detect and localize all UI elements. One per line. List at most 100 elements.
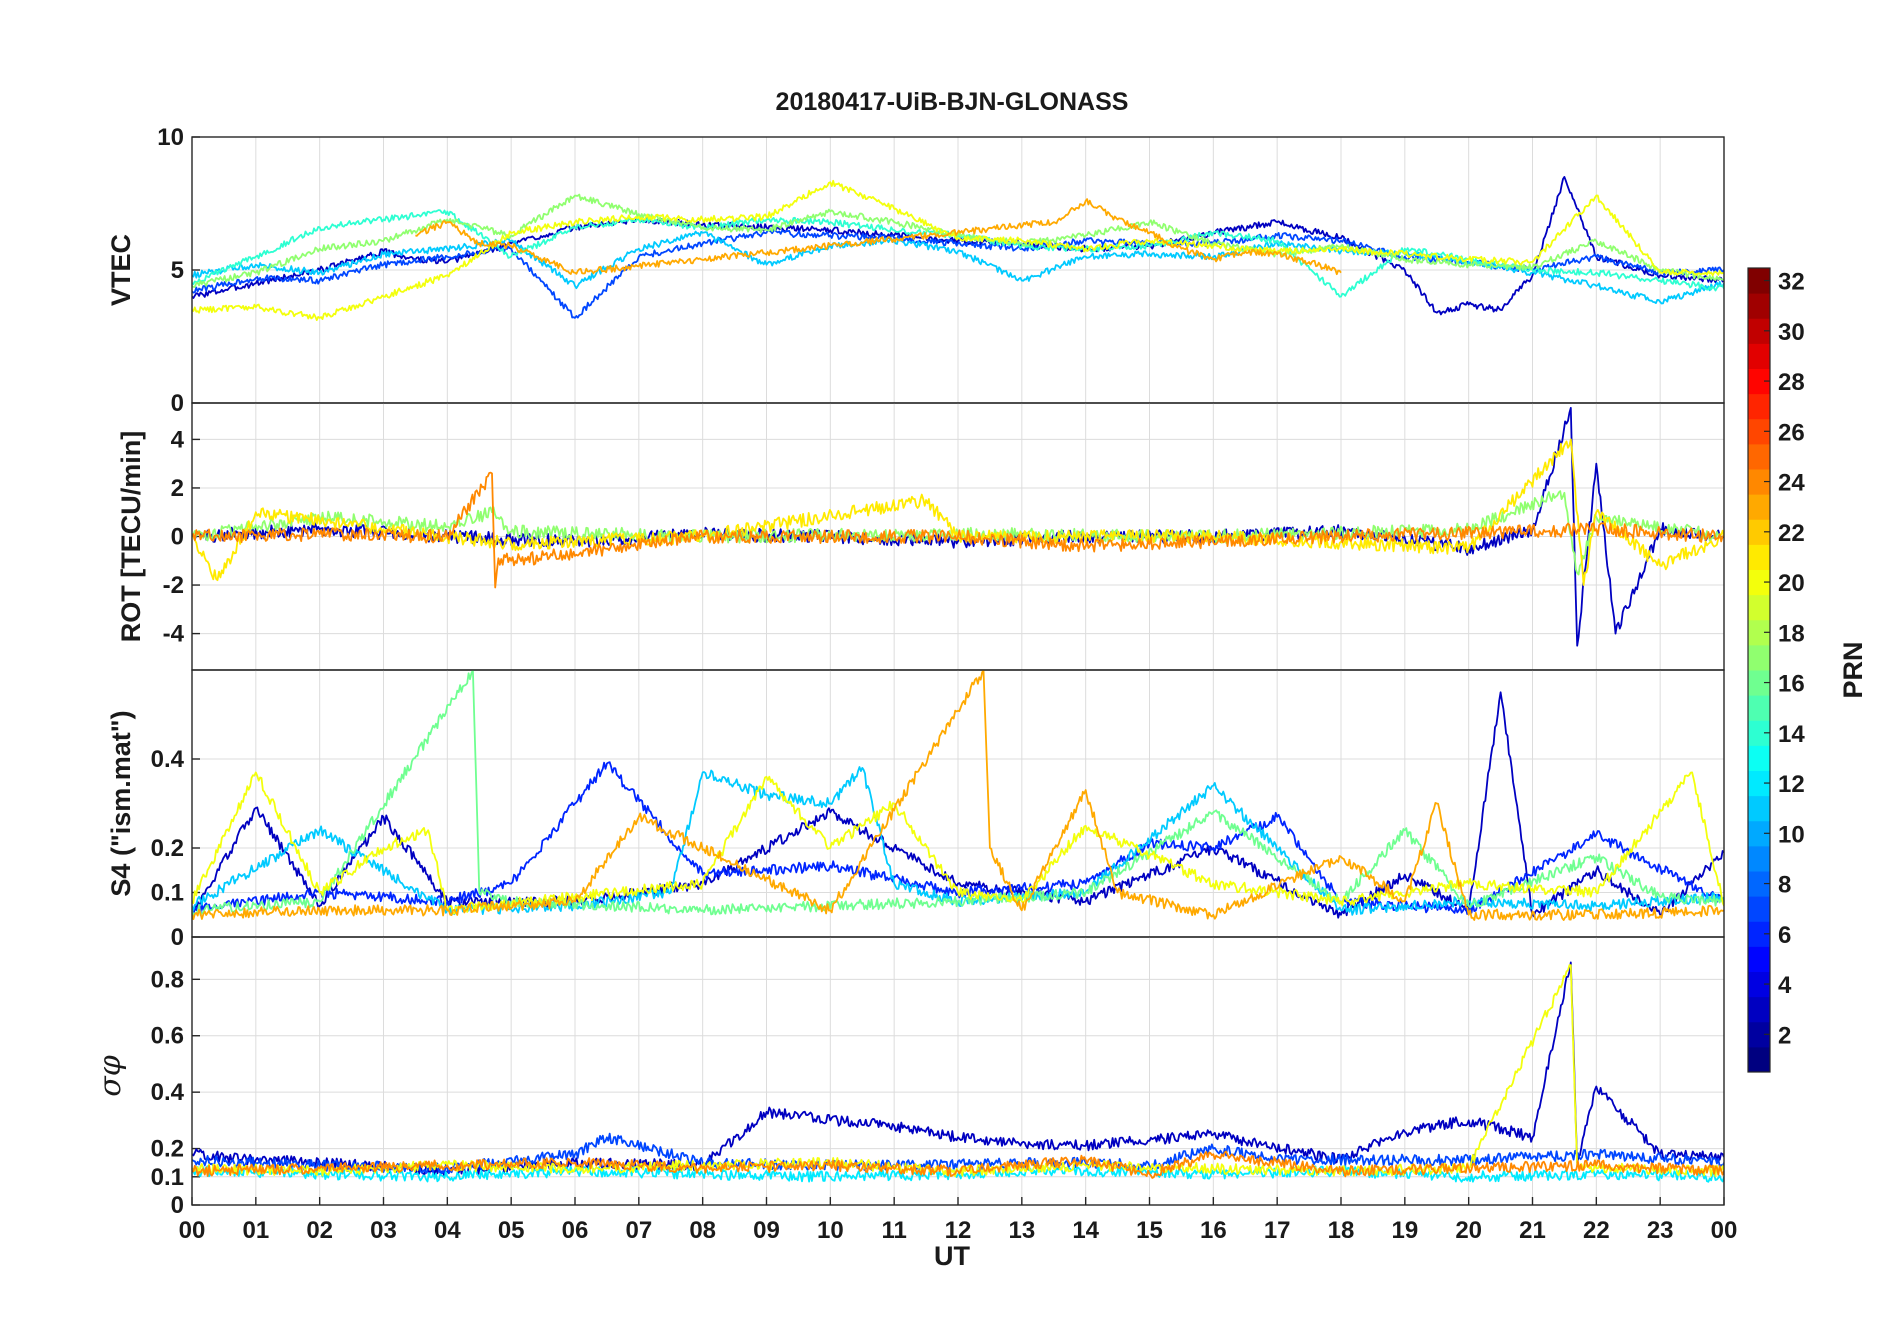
x-tick-label: 21 bbox=[1519, 1217, 1546, 1244]
colorbar-swatch bbox=[1748, 695, 1770, 721]
colorbar-swatch bbox=[1748, 469, 1770, 495]
colorbar-tick-label: 32 bbox=[1778, 269, 1805, 296]
colorbar-tick-label: 26 bbox=[1778, 419, 1805, 446]
x-axis-label: UT bbox=[934, 1241, 970, 1271]
colorbar-swatch bbox=[1748, 519, 1770, 545]
x-tick-label: 08 bbox=[689, 1217, 716, 1244]
colorbar-swatch bbox=[1748, 971, 1770, 998]
x-tick-label: 17 bbox=[1264, 1217, 1291, 1244]
colorbar-swatch bbox=[1748, 1046, 1770, 1073]
y-axis-label: VTEC bbox=[106, 234, 136, 306]
colorbar-swatch bbox=[1748, 1021, 1770, 1048]
x-tick-label: 13 bbox=[1008, 1217, 1035, 1244]
colorbar-tick-label: 28 bbox=[1778, 369, 1805, 396]
colorbar-frame bbox=[1747, 267, 1771, 1073]
colorbar-tick-label: 10 bbox=[1778, 821, 1805, 848]
x-tick-label: 09 bbox=[753, 1217, 780, 1244]
x-tick-label: 04 bbox=[434, 1217, 461, 1244]
colorbar-tick-label: 8 bbox=[1778, 872, 1791, 899]
colorbar-tick-label: 4 bbox=[1778, 972, 1792, 999]
y-tick-label: 0.1 bbox=[151, 1164, 184, 1191]
x-tick-label: 20 bbox=[1455, 1217, 1482, 1244]
panel-0: 0 5 10 VTEC bbox=[106, 124, 1725, 417]
series-group bbox=[192, 176, 1724, 321]
chart-title: 20180417-UiB-BJN-GLONASS bbox=[776, 88, 1129, 116]
x-tick-label: 12 bbox=[945, 1217, 972, 1244]
x-axis: 00 01 02 03 04 05 06 07 08 09 10 11 12 13 14 15 16 17 18 19… bbox=[179, 1197, 1737, 1244]
x-tick-label: 16 bbox=[1200, 1217, 1227, 1244]
y-axis-label: ROT [TECU/min] bbox=[116, 431, 146, 642]
series-line-prn-24 bbox=[192, 471, 1724, 589]
colorbar-tick-label: 20 bbox=[1778, 570, 1805, 597]
colorbar-swatch bbox=[1748, 820, 1770, 847]
series-line-prn-17 bbox=[192, 193, 1724, 288]
colorbar-swatch bbox=[1748, 293, 1770, 319]
colorbar-swatch bbox=[1748, 443, 1770, 470]
colorbar-swatch bbox=[1748, 343, 1770, 369]
x-tick-label: 00 bbox=[179, 1217, 206, 1244]
y-tick-label: 0.2 bbox=[151, 1136, 184, 1163]
series-line-prn-20 bbox=[192, 179, 1724, 321]
y-axis-label: S4 ("ism.mat") bbox=[106, 710, 136, 896]
colorbar-tick-label: 30 bbox=[1778, 319, 1805, 346]
colorbar-tick-label: 6 bbox=[1778, 922, 1791, 949]
series-group bbox=[192, 961, 1724, 1183]
x-tick-label: 07 bbox=[625, 1217, 652, 1244]
y-tick-label: 4 bbox=[171, 426, 185, 453]
y-tick-label: 0 bbox=[171, 1192, 184, 1219]
panel-2: 0 0.1 0.2 0.4 S4 ("ism.mat") bbox=[106, 669, 1725, 951]
colorbar-tick-label: 12 bbox=[1778, 771, 1805, 798]
y-tick-label: 10 bbox=[157, 124, 184, 151]
series-line-prn-12 bbox=[192, 1165, 1724, 1183]
x-tick-label: 18 bbox=[1328, 1217, 1355, 1244]
y-tick-label: 0 bbox=[171, 924, 184, 951]
colorbar-swatch bbox=[1748, 845, 1770, 872]
colorbar-swatch bbox=[1748, 644, 1770, 671]
colorbar-swatch bbox=[1748, 770, 1770, 797]
y-tick-label: 0.1 bbox=[151, 880, 184, 907]
series-line-prn-23 bbox=[192, 670, 1724, 921]
y-tick-label: 0.8 bbox=[151, 966, 184, 993]
y-tick-label: 0.4 bbox=[151, 746, 185, 773]
x-tick-label: 19 bbox=[1391, 1217, 1418, 1244]
y-tick-label: -2 bbox=[163, 572, 184, 599]
colorbar-swatch bbox=[1748, 418, 1770, 445]
colorbar-swatch bbox=[1748, 670, 1770, 696]
series-group bbox=[192, 407, 1724, 647]
x-tick-label: 05 bbox=[498, 1217, 525, 1244]
colorbar-tick-label: 22 bbox=[1778, 520, 1805, 547]
panel-1: -4 -2 0 2 4 ROT [TECU/min] bbox=[116, 402, 1725, 671]
series-group bbox=[192, 670, 1724, 921]
colorbar-tick-label: 14 bbox=[1778, 721, 1805, 748]
x-tick-label: 02 bbox=[306, 1217, 333, 1244]
y-tick-label: 0.6 bbox=[151, 1023, 184, 1050]
colorbar-swatch bbox=[1748, 921, 1770, 947]
panel-3: 00.10.2 0.4 0.6 0.8 σφ bbox=[93, 936, 1725, 1219]
series-line-prn-23 bbox=[415, 198, 1342, 276]
x-tick-label: 22 bbox=[1583, 1217, 1610, 1244]
series-line-prn-11 bbox=[192, 230, 1724, 305]
x-tick-label: 03 bbox=[370, 1217, 397, 1244]
x-tick-label: 10 bbox=[817, 1217, 844, 1244]
colorbar-swatch bbox=[1748, 795, 1770, 822]
colorbar-swatch bbox=[1748, 896, 1770, 922]
y-tick-label: -4 bbox=[163, 621, 185, 648]
colorbar-swatch bbox=[1748, 871, 1770, 897]
x-tick-label: 14 bbox=[1072, 1217, 1099, 1244]
y-tick-label: 5 bbox=[171, 257, 184, 284]
colorbar-swatch bbox=[1748, 393, 1770, 420]
colorbar-swatch bbox=[1748, 720, 1770, 746]
colorbar-tick-label: 2 bbox=[1778, 1022, 1791, 1049]
colorbar-swatch bbox=[1748, 494, 1770, 520]
x-tick-label: 06 bbox=[562, 1217, 589, 1244]
colorbar-swatch bbox=[1748, 619, 1770, 646]
x-tick-label: 15 bbox=[1136, 1217, 1163, 1244]
y-tick-label: 0 bbox=[171, 524, 184, 551]
series-line-prn-16 bbox=[192, 670, 1724, 916]
colorbar-swatch bbox=[1748, 268, 1770, 294]
y-tick-label: 2 bbox=[171, 475, 184, 502]
colorbar-swatch bbox=[1748, 544, 1770, 570]
colorbar-swatch bbox=[1748, 368, 1770, 395]
